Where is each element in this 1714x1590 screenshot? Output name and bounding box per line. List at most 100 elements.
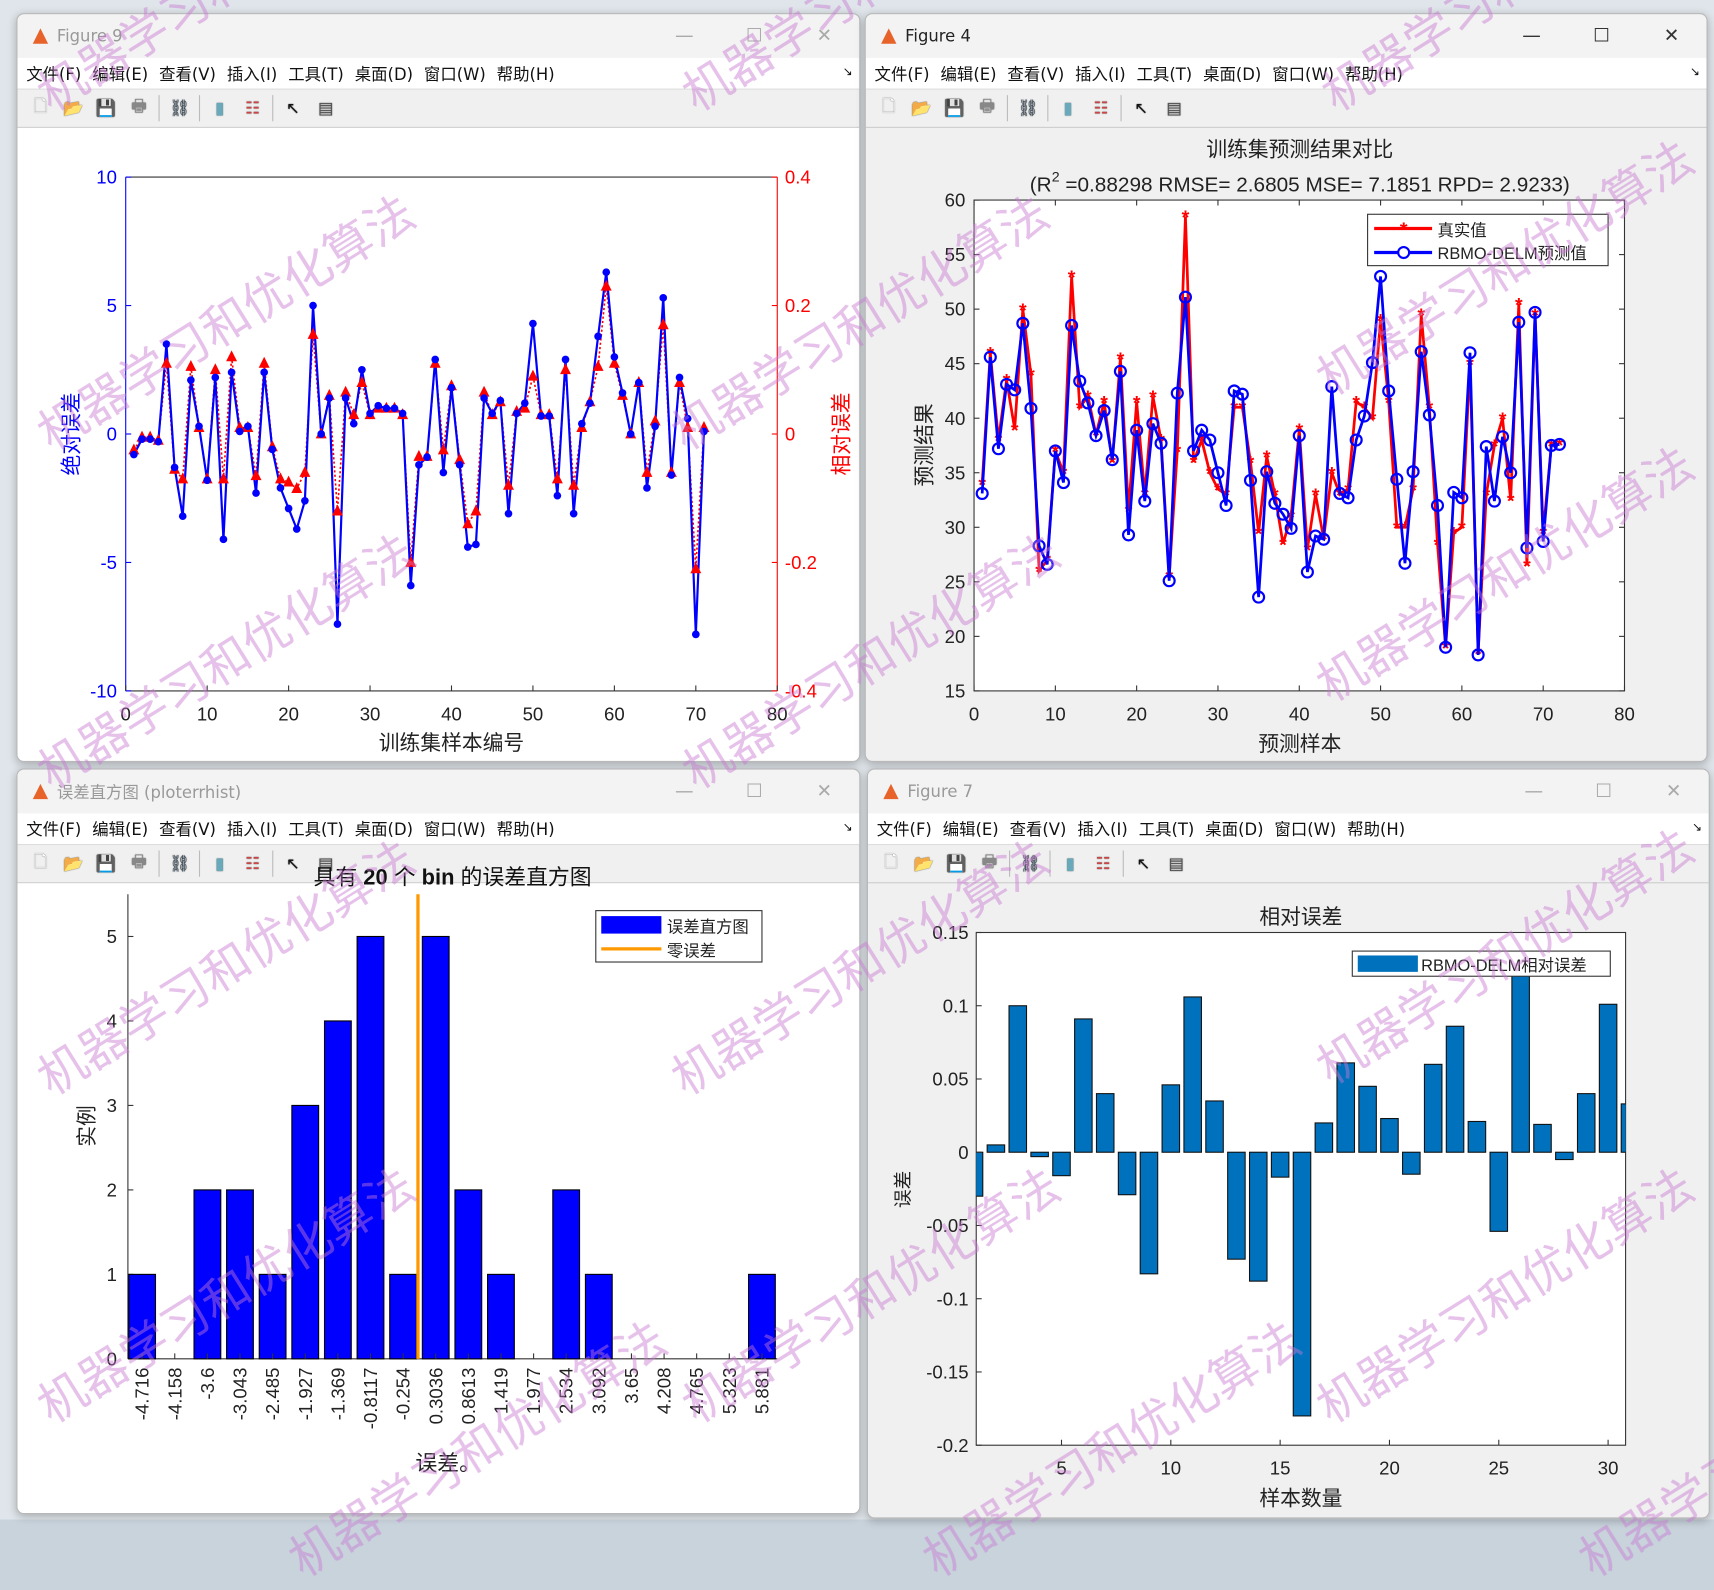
menu-item[interactable]: 插入(I) [226,819,278,840]
new-file-icon[interactable]: 🗋 [33,851,48,871]
menu-item[interactable]: 查看(V) [1009,819,1067,840]
window-title: Figure 7 [907,781,974,802]
close-button[interactable]: ✕ [1665,780,1682,803]
toolbar-separator [272,95,274,122]
menu-item[interactable]: 窗口(W) [1274,819,1337,840]
minimize-button[interactable]: — [675,780,694,803]
menu-item[interactable]: 帮助(H) [496,819,555,840]
menu-item[interactable]: 窗口(W) [423,819,486,840]
dock-arrow-icon[interactable]: ↘ [842,64,853,79]
close-button[interactable]: ✕ [816,25,833,48]
toolbar: 🗋 📂 💾 🖶 ⛓ ▮ ☷ ↖ ▤ [17,88,860,128]
menu-bar: 文件(F) 编辑(E) 查看(V) 插入(I) 工具(T) 桌面(D) 窗口(W) 帮助(H)… [868,813,1709,844]
dock-arrow-icon[interactable]: ↘ [842,819,853,835]
maximize-button[interactable]: ☐ [1595,780,1613,803]
legend-icon[interactable]: ☷ [1095,853,1111,874]
save-icon[interactable]: 💾 [944,98,965,119]
colorbar-icon[interactable]: ▮ [1063,98,1073,119]
menu-item[interactable]: 帮助(H) [1344,63,1403,84]
link-icon[interactable]: ⛓ [168,98,190,119]
menu-item[interactable]: 文件(F) [26,63,82,84]
property-panel-icon[interactable]: ▤ [318,98,334,119]
legend-icon[interactable]: ☷ [1093,98,1109,119]
menu-item[interactable]: 桌面(D) [354,819,413,840]
save-icon[interactable]: 💾 [946,853,967,874]
legend-icon[interactable]: ☷ [245,98,260,119]
menu-item[interactable]: 编辑(E) [940,63,997,84]
menu-item[interactable]: 窗口(W) [1272,63,1335,84]
menu-item[interactable]: 文件(F) [876,819,932,840]
maximize-button[interactable]: ☐ [1593,25,1610,48]
save-icon[interactable]: 💾 [95,98,117,119]
dock-arrow-icon[interactable]: ↘ [1689,64,1700,79]
figure-4-window: Figure 4 — ☐ ✕ 文件(F) 编辑(E) 查看(V) 插入(I) 工具(T) 桌面(D… [864,13,1708,762]
matlab-icon [31,782,51,802]
open-folder-icon[interactable]: 📂 [913,853,934,874]
figure-7-window: Figure 7 — ☐ ✕ 文件(F) 编辑(E) 查看(V) 插入(I) 工具(T) 桌面(D… [866,768,1710,1519]
link-icon[interactable]: ⛓ [168,853,190,874]
menu-item[interactable]: 帮助(H) [1347,819,1406,840]
title-bar[interactable]: 误差直方图 (ploterrhist) — ☐ ✕ [17,769,860,814]
menu-item[interactable]: 编辑(E) [92,63,149,84]
title-bar[interactable]: Figure 7 — ☐ ✕ [868,769,1709,814]
menu-item[interactable]: 工具(T) [288,63,344,84]
menu-item[interactable]: 插入(I) [226,63,278,84]
window-title: Figure 9 [56,26,123,46]
pointer-icon[interactable]: ↖ [286,853,300,874]
print-icon[interactable]: 🖶 [131,851,147,871]
menu-item[interactable]: 桌面(D) [354,63,413,84]
toolbar: 🗋 📂 💾 🖶 ⛓ ▮ ☷ ↖ ▤ [17,843,860,884]
dock-arrow-icon[interactable]: ↘ [1692,819,1703,835]
legend-icon[interactable]: ☷ [245,853,260,874]
close-button[interactable]: ✕ [816,780,833,803]
menu-item[interactable]: 插入(I) [1075,63,1126,84]
close-button[interactable]: ✕ [1663,25,1680,48]
pointer-icon[interactable]: ↖ [286,98,300,119]
menu-item[interactable]: 帮助(H) [496,63,555,84]
print-icon[interactable]: 🖶 [981,851,998,871]
menu-item[interactable]: 查看(V) [159,63,216,84]
toolbar: 🗋 📂 💾 🖶 ⛓ ▮ ☷ ↖ ▤ [865,88,1707,128]
menu-item[interactable]: 窗口(W) [423,63,486,84]
open-folder-icon[interactable]: 📂 [63,98,84,119]
minimize-button[interactable]: — [1522,25,1541,48]
property-panel-icon[interactable]: ▤ [1168,853,1185,874]
title-bar[interactable]: Figure 9 — ☐ ✕ [17,14,860,58]
menu-item[interactable]: 文件(F) [26,819,82,840]
property-panel-icon[interactable]: ▤ [318,853,334,874]
open-folder-icon[interactable]: 📂 [911,98,932,119]
property-panel-icon[interactable]: ▤ [1166,98,1182,119]
colorbar-icon[interactable]: ▮ [1065,853,1075,874]
print-icon[interactable]: 🖶 [131,95,147,116]
minimize-button[interactable]: — [675,25,694,48]
pointer-icon[interactable]: ↖ [1136,853,1151,874]
save-icon[interactable]: 💾 [95,853,117,874]
menu-bar: 文件(F) 编辑(E) 查看(V) 插入(I) 工具(T) 桌面(D) 窗口(W) 帮助(H)… [17,57,860,89]
link-icon[interactable]: ⛓ [1019,853,1041,874]
menu-item[interactable]: 编辑(E) [92,819,149,840]
colorbar-icon[interactable]: ▮ [215,98,225,119]
title-bar[interactable]: Figure 4 — ☐ ✕ [865,14,1707,58]
new-file-icon[interactable]: 🗋 [33,95,48,116]
menu-item[interactable]: 工具(T) [1138,819,1195,840]
toolbar-separator [272,850,274,877]
menu-item[interactable]: 工具(T) [288,819,344,840]
open-folder-icon[interactable]: 📂 [63,853,84,874]
link-icon[interactable]: ⛓ [1017,98,1039,119]
new-file-icon[interactable]: 🗋 [882,95,896,116]
new-file-icon[interactable]: 🗋 [884,851,898,871]
menu-item[interactable]: 插入(I) [1077,819,1128,840]
minimize-button[interactable]: — [1524,780,1544,803]
pointer-icon[interactable]: ↖ [1134,98,1149,119]
print-icon[interactable]: 🖶 [979,95,995,116]
menu-item[interactable]: 编辑(E) [942,819,999,840]
menu-item[interactable]: 桌面(D) [1203,63,1262,84]
colorbar-icon[interactable]: ▮ [215,853,225,874]
menu-item[interactable]: 桌面(D) [1205,819,1264,840]
maximize-button[interactable]: ☐ [745,780,763,803]
menu-item[interactable]: 工具(T) [1136,63,1193,84]
menu-item[interactable]: 文件(F) [874,63,930,84]
maximize-button[interactable]: ☐ [745,25,763,48]
menu-item[interactable]: 查看(V) [159,819,216,840]
menu-item[interactable]: 查看(V) [1007,63,1065,84]
